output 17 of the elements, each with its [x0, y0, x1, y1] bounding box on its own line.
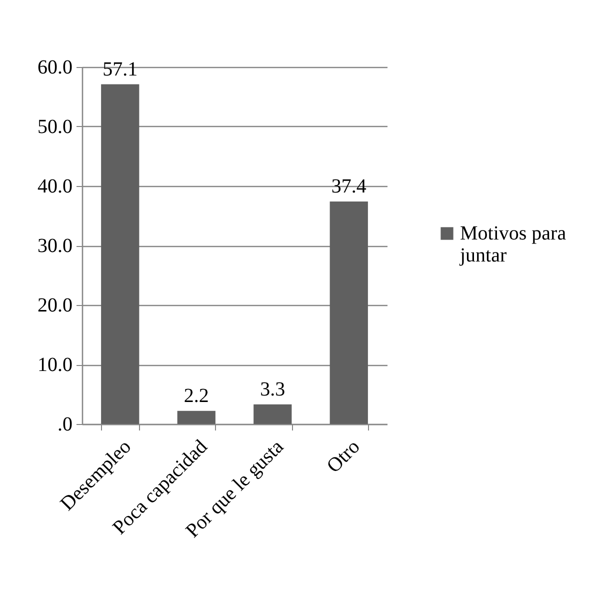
bar	[330, 201, 368, 424]
y-tick-label: 20.0	[38, 294, 72, 316]
y-tick-label: 10.0	[38, 354, 72, 376]
bar	[101, 84, 140, 424]
x-tick-label: Otro	[322, 436, 364, 478]
bar	[254, 404, 292, 424]
data-label: 2.2	[184, 384, 209, 407]
y-tick-label: 60.0	[38, 56, 72, 78]
data-label: 57.1	[102, 58, 138, 80]
y-tick-label: 50.0	[38, 116, 72, 138]
data-label: 37.4	[331, 175, 366, 198]
bar	[177, 410, 216, 424]
y-tick-label: 40.0	[38, 176, 72, 198]
y-tick-label: .0	[58, 414, 72, 436]
y-tick-label: 30.0	[38, 235, 72, 257]
legend-label: Motivos para juntar	[459, 222, 566, 266]
data-label: 3.3	[260, 378, 286, 400]
